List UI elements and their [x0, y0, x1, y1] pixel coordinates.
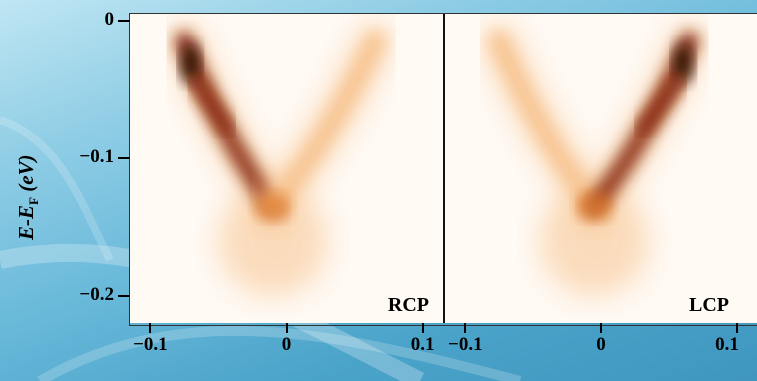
panel-divider: [443, 14, 445, 323]
y-tick-label-2: −0.2: [79, 283, 114, 305]
x-tick-rcp-2: [421, 323, 424, 333]
x-tick-label-lcp-1: 0: [596, 334, 606, 355]
hotspot-rcp: [180, 43, 201, 84]
dirac-point-lcp: [576, 192, 613, 221]
x-tick-lcp-1: [600, 323, 602, 333]
band-group-lcp: [480, 22, 709, 297]
panel-rcp: RCP: [130, 14, 443, 323]
dirac-point-rcp: [254, 192, 291, 221]
hotspot-tail-rcp: [187, 74, 236, 136]
heatmap-lcp: [480, 22, 709, 297]
x-tick-rcp-1: [285, 323, 288, 333]
y-tick-2: [118, 294, 130, 297]
y-tick-label-0: 0: [104, 8, 115, 30]
y-axis-label-subscript: F: [26, 197, 42, 205]
y-tick-0: [118, 19, 130, 22]
y-tick-label-1: −0.1: [79, 146, 114, 168]
y-tick-1: [118, 157, 130, 160]
dirac-glow-rcp: [217, 186, 328, 297]
y-axis-label-main: E-E: [14, 204, 38, 240]
x-tick-lcp-0: [464, 323, 467, 333]
x-tick-label-lcp-2: 0.1: [715, 334, 739, 355]
x-tick-rcp-0: [149, 323, 152, 333]
x-tick-label-rcp-1: 0: [281, 334, 292, 355]
dirac-glow-lcp: [539, 186, 650, 297]
panel-lcp: LCP: [445, 14, 757, 323]
branch-lcp-left: [489, 31, 605, 217]
heatmap-rcp: [165, 22, 394, 297]
x-tick-label-rcp-0: −0.1: [133, 334, 168, 355]
x-tick-label-lcp-0: −0.1: [448, 334, 483, 355]
hotspot-lcp: [673, 43, 694, 84]
hotspot-tail-lcp: [634, 74, 687, 136]
panel-label-rcp: RCP: [387, 294, 429, 316]
branch-rcp-right: [262, 31, 385, 217]
band-group-rcp: [165, 22, 394, 297]
x-tick-lcp-2: [735, 323, 738, 333]
panel-label-lcp: LCP: [689, 294, 729, 316]
x-tick-label-rcp-2: 0.1: [410, 334, 435, 355]
